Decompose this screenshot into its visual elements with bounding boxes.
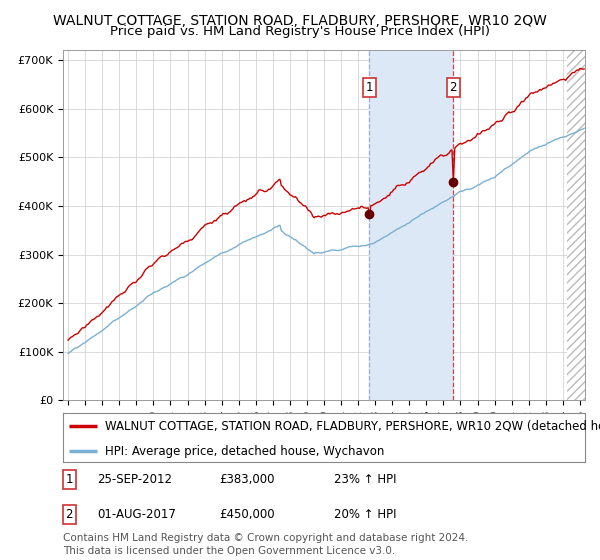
Text: 01-AUG-2017: 01-AUG-2017 [97, 508, 176, 521]
Text: £450,000: £450,000 [220, 508, 275, 521]
Text: 1: 1 [366, 81, 373, 94]
Bar [370, 50, 454, 400]
Text: Contains HM Land Registry data © Crown copyright and database right 2024.
This d: Contains HM Land Registry data © Crown c… [63, 533, 469, 556]
Text: 20% ↑ HPI: 20% ↑ HPI [334, 508, 397, 521]
Text: 25-SEP-2012: 25-SEP-2012 [97, 473, 172, 486]
Text: WALNUT COTTAGE, STATION ROAD, FLADBURY, PERSHORE, WR10 2QW (detached hous: WALNUT COTTAGE, STATION ROAD, FLADBURY, … [105, 419, 600, 432]
Text: WALNUT COTTAGE, STATION ROAD, FLADBURY, PERSHORE, WR10 2QW: WALNUT COTTAGE, STATION ROAD, FLADBURY, … [53, 14, 547, 28]
Bar [567, 50, 589, 400]
Text: 23% ↑ HPI: 23% ↑ HPI [334, 473, 397, 486]
Text: 1: 1 [65, 473, 73, 486]
Text: 2: 2 [449, 81, 457, 94]
Text: Price paid vs. HM Land Registry's House Price Index (HPI): Price paid vs. HM Land Registry's House … [110, 25, 490, 38]
Text: £383,000: £383,000 [220, 473, 275, 486]
Text: HPI: Average price, detached house, Wychavon: HPI: Average price, detached house, Wych… [105, 445, 384, 458]
Text: 2: 2 [65, 508, 73, 521]
